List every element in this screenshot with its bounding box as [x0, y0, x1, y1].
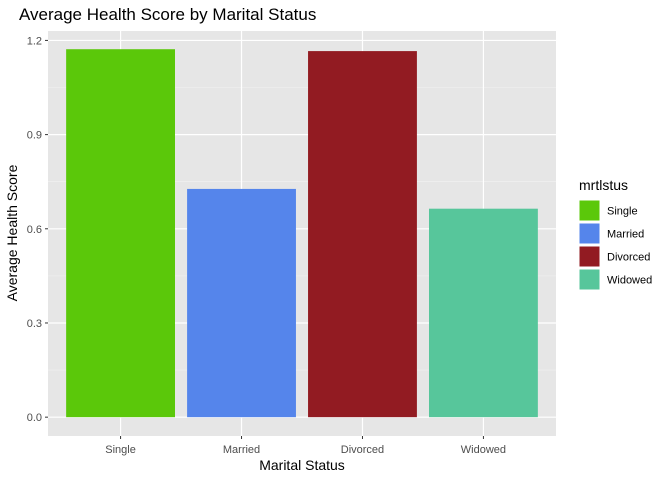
bar-married [187, 188, 296, 418]
legend-items: Single Married Divorced Widowed [578, 199, 652, 291]
y-tick-label: 0.9 [27, 130, 42, 142]
y-axis-title: Average Health Score [4, 164, 20, 301]
legend-key-widowed [578, 268, 601, 291]
legend-label-divorced: Divorced [607, 252, 650, 264]
bar-divorced [308, 51, 417, 418]
legend-key-divorced [578, 245, 601, 268]
bars [66, 49, 538, 418]
y-tick-label: 0.6 [27, 224, 42, 236]
legend: mrtlstus Single Married Divorced Widowed [578, 177, 652, 291]
x-tick-label: Divorced [341, 444, 384, 456]
y-axis-ticks: 0.0 0.3 0.6 0.9 1.2 [27, 35, 48, 424]
legend-label-single: Single [607, 206, 638, 218]
legend-key-single [578, 199, 601, 222]
x-tick-label: Widowed [461, 444, 506, 456]
y-tick-label: 0.3 [27, 318, 42, 330]
y-tick-label: 0.0 [27, 412, 42, 424]
x-tick-label: Single [105, 444, 136, 456]
y-tick-label: 1.2 [27, 35, 42, 47]
legend-key-married [578, 222, 601, 245]
legend-title: mrtlstus [579, 177, 628, 193]
legend-label-married: Married [607, 229, 644, 241]
chart-title: Average Health Score by Marital Status [19, 5, 316, 24]
legend-label-widowed: Widowed [607, 275, 652, 287]
bar-single [66, 49, 175, 418]
x-axis-ticks: Single Married Divorced Widowed [105, 436, 506, 456]
x-axis-title: Marital Status [259, 457, 345, 473]
bar-widowed [429, 208, 538, 418]
x-tick-label: Married [223, 444, 260, 456]
